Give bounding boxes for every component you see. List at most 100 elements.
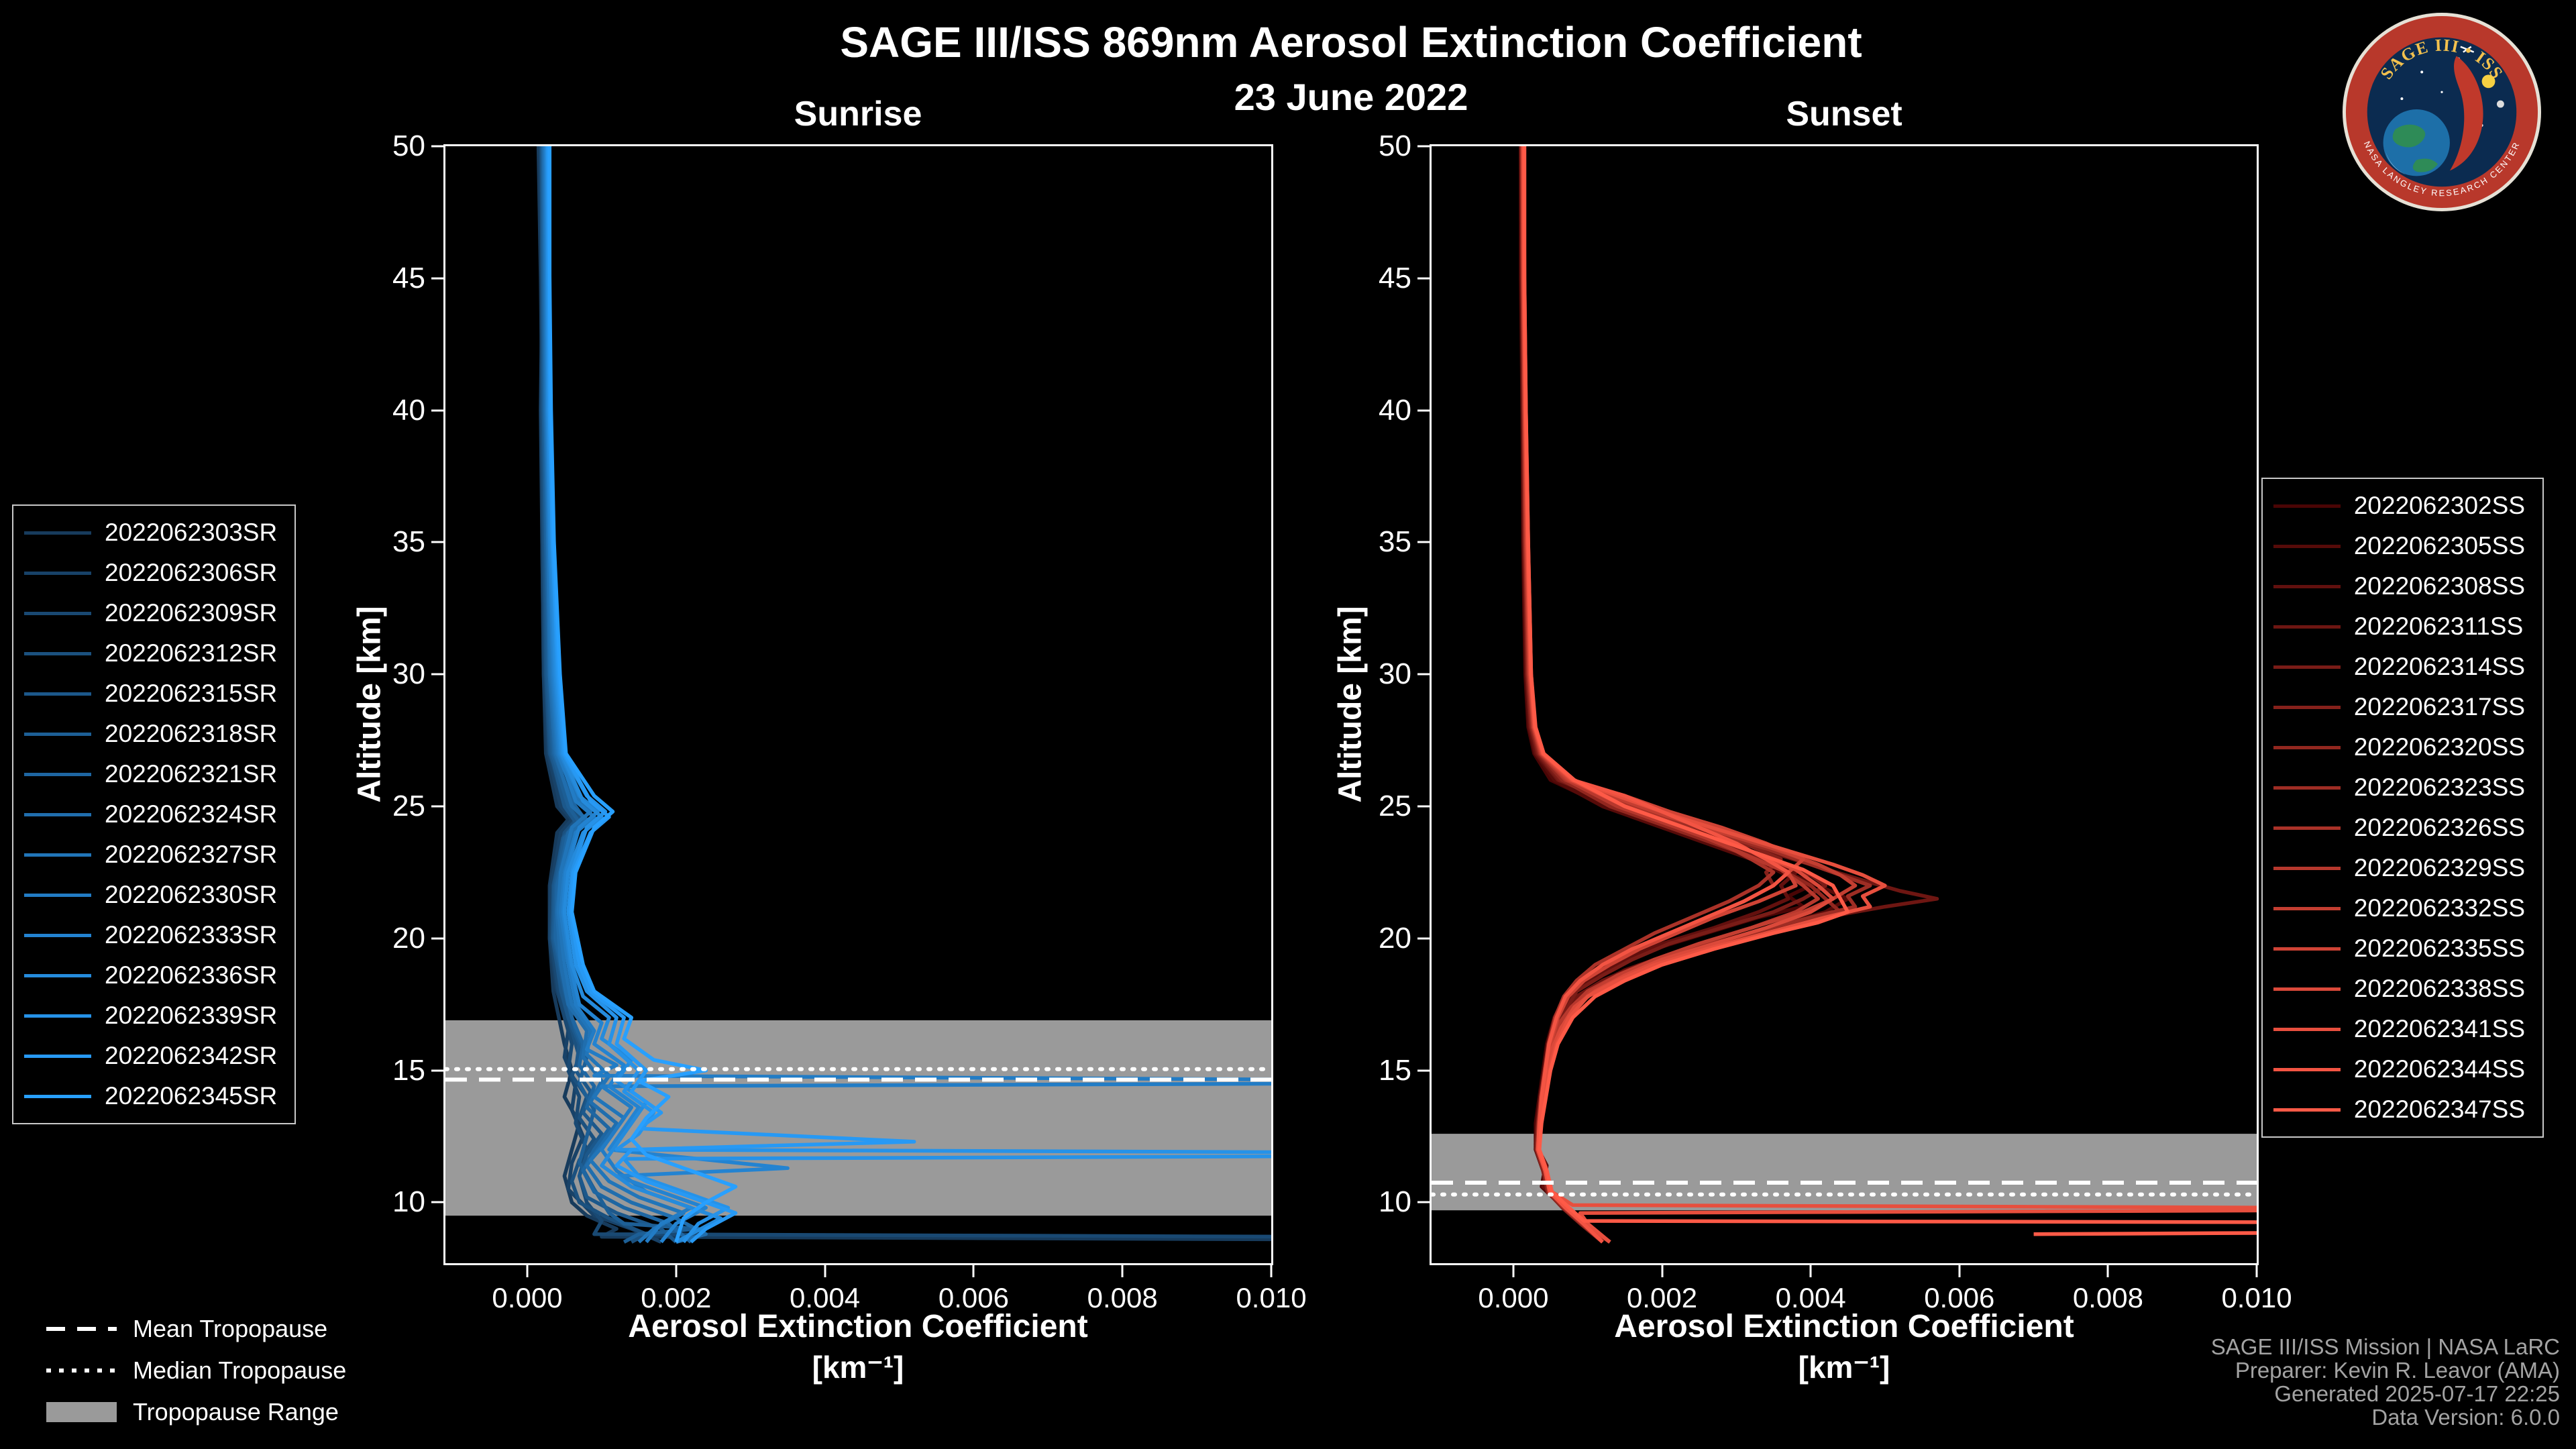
legend-line-swatch	[24, 611, 91, 615]
credit-mission: SAGE III/ISS Mission | NASA LaRC	[2210, 1334, 2560, 1359]
legend-item-mean-tropopause: Mean Tropopause	[46, 1308, 346, 1350]
legend-label: 2022062317SS	[2353, 693, 2525, 720]
legend-item-2022062324SR: 2022062324SR	[24, 794, 277, 835]
legend-item-2022062344SS: 2022062344SS	[2273, 1049, 2525, 1089]
legend-label: 2022062326SS	[2353, 814, 2525, 841]
legend-line-swatch	[24, 692, 91, 696]
y-tick	[431, 145, 443, 148]
gray-band-swatch	[46, 1402, 117, 1422]
legend-label: 2022062333SR	[105, 921, 278, 949]
legend-label: 2022062327SR	[105, 841, 278, 868]
legend-item-2022062309SR: 2022062309SR	[24, 593, 277, 633]
credit-preparer: Preparer: Kevin R. Leavor (AMA)	[2235, 1358, 2560, 1383]
y-axis-label-sunrise: Altitude [km]	[352, 606, 388, 803]
y-tick-label: 30	[1379, 657, 1411, 691]
y-tick	[1417, 541, 1430, 543]
legend-label: 2022062323SS	[2353, 773, 2525, 801]
legend-line-swatch	[24, 933, 91, 937]
x-tick	[1958, 1265, 1961, 1277]
x-tick-label: 0.002	[1626, 1282, 1698, 1313]
credit-data-version: Data Version: 6.0.0	[2371, 1405, 2560, 1430]
legend-label: 2022062302SS	[2353, 492, 2525, 519]
y-tick	[431, 805, 443, 808]
legend-line-swatch	[2273, 1027, 2341, 1031]
legend-item-2022062314SS: 2022062314SS	[2273, 647, 2525, 687]
y-tick-label: 30	[392, 657, 425, 691]
y-tick-label: 35	[1379, 525, 1411, 559]
y-tick	[1417, 1069, 1430, 1072]
iss-icon	[2460, 46, 2475, 53]
legend-item-2022062306SR: 2022062306SR	[24, 553, 277, 593]
legend-label: 2022062339SR	[105, 1002, 278, 1029]
profile-line-2022062323SS	[1520, 146, 1872, 1244]
y-tick	[1417, 1201, 1430, 1203]
y-tick-label: 10	[1379, 1185, 1411, 1219]
profile-line-2022062305SS	[1519, 146, 1850, 1244]
credit-generated: Generated 2025-07-17 22:25	[2274, 1381, 2560, 1406]
legend-item-2022062338SS: 2022062338SS	[2273, 969, 2525, 1009]
legend-line-swatch	[2273, 625, 2341, 629]
legend-label: 2022062315SR	[105, 680, 278, 707]
legend-label: 2022062309SR	[105, 599, 278, 627]
legend-item-2022062347SS: 2022062347SS	[2273, 1089, 2525, 1130]
legend-item-2022062318SR: 2022062318SR	[24, 714, 277, 754]
legend-label: 2022062312SR	[105, 639, 278, 667]
legend-item-2022062336SR: 2022062336SR	[24, 955, 277, 996]
x-tick-label: 0.008	[2072, 1282, 2143, 1313]
tropopause-legend: Mean Tropopause Median Tropopause Tropop…	[46, 1308, 346, 1433]
legend-line-swatch	[24, 772, 91, 776]
panel-title-sunrise: Sunrise	[794, 95, 922, 133]
legend-label: 2022062342SR	[105, 1042, 278, 1069]
legend-line-swatch	[24, 571, 91, 575]
legend-line-swatch	[2273, 504, 2341, 508]
legend-line-swatch	[24, 973, 91, 977]
legend-label: 2022062344SS	[2353, 1055, 2525, 1083]
x-tick	[1121, 1265, 1124, 1277]
x-tick	[1661, 1265, 1663, 1277]
y-tick	[431, 409, 443, 412]
legend-item-2022062302SS: 2022062302SS	[2273, 486, 2525, 526]
legend-item-2022062303SR: 2022062303SR	[24, 513, 277, 553]
legend-item-2022062321SR: 2022062321SR	[24, 754, 277, 794]
legend-label: 2022062329SS	[2353, 854, 2525, 881]
y-tick	[1417, 805, 1430, 808]
legend-item-2022062320SS: 2022062320SS	[2273, 727, 2525, 767]
y-tick-label: 15	[1379, 1053, 1411, 1087]
x-tick	[2255, 1265, 2258, 1277]
profile-line-2022062344SS	[1521, 146, 1790, 1244]
legend-line-swatch	[2273, 947, 2341, 951]
legend-item-2022062339SR: 2022062339SR	[24, 996, 277, 1036]
legend-item-2022062323SS: 2022062323SS	[2273, 767, 2525, 808]
profile-line-2022062314SS	[1519, 146, 1828, 1244]
y-tick	[1417, 145, 1430, 148]
x-axis-units: [km⁻¹]	[1798, 1350, 1890, 1385]
x-tick-label: 0.010	[1236, 1282, 1307, 1313]
sage-iii-iss-logo: SAGE III • ISS NASA LANGLEY RESEARCH CEN…	[2342, 12, 2542, 212]
legend-label: 2022062303SR	[105, 519, 278, 546]
profile-line-2022062347SS	[1522, 146, 2257, 1236]
moon-icon	[2496, 100, 2504, 108]
y-tick-label: 45	[1379, 261, 1411, 294]
legend-label: 2022062341SS	[2353, 1015, 2525, 1042]
x-tick-label: 0.010	[2221, 1282, 2292, 1313]
profile-line-2022062311SS	[1519, 146, 1939, 1244]
y-tick	[431, 541, 443, 543]
x-tick-label: 0.000	[1478, 1282, 1549, 1313]
legend-label: 2022062324SR	[105, 800, 278, 828]
x-tick-label: 0.004	[1775, 1282, 1846, 1313]
legend-label: 2022062314SS	[2353, 653, 2525, 680]
credits: SAGE III/ISS Mission | NASA LaRC Prepare…	[2211, 1335, 2560, 1429]
y-tick-label: 45	[392, 261, 425, 294]
legend-line-swatch	[2273, 826, 2341, 830]
legend-item-2022062342SR: 2022062342SR	[24, 1036, 277, 1076]
x-tick	[1512, 1265, 1515, 1277]
chart-title: SAGE III/ISS 869nm Aerosol Extinction Co…	[840, 18, 1862, 66]
x-tick	[2106, 1265, 2109, 1277]
y-tick-label: 50	[392, 129, 425, 162]
profile-line-2022062345SR	[547, 146, 738, 1243]
x-axis-label-text: Aerosol Extinction Coefficient	[1614, 1309, 2074, 1344]
legend-line-swatch	[2273, 745, 2341, 749]
y-tick	[1417, 673, 1430, 676]
y-tick	[431, 1069, 443, 1072]
plot-sunrise: 0.000 0.002 0.004 0.006 0.008 0.010 10 15 20 25 30…	[392, 129, 1307, 1313]
